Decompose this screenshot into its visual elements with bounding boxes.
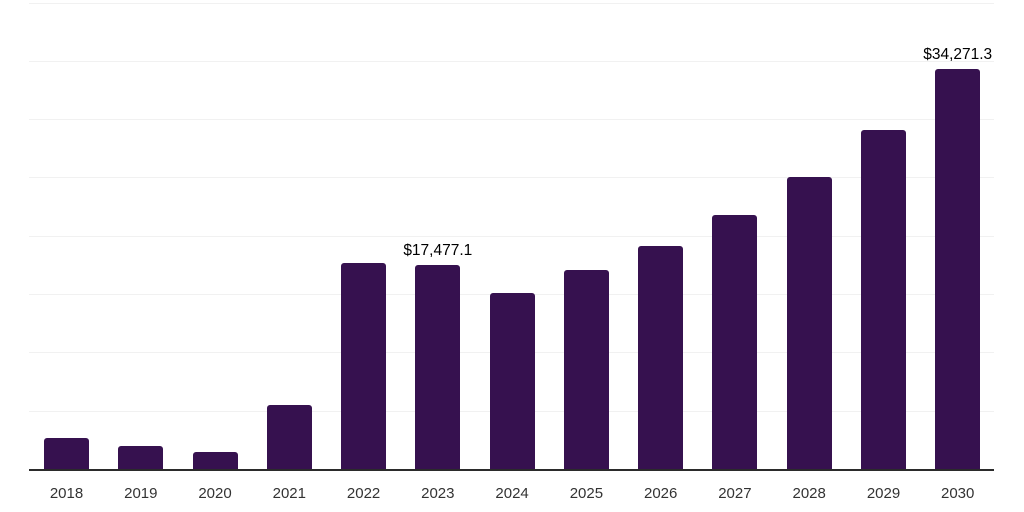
bar-2024 [489, 292, 535, 469]
x-tick-label-2026: 2026 [644, 485, 678, 502]
bar-2025 [563, 270, 609, 469]
bar-2021 [266, 404, 312, 469]
x-tick-label-2030: 2030 [941, 485, 975, 502]
bar-2018 [44, 437, 89, 469]
gridline-35000 [29, 60, 994, 62]
bar-2027 [712, 214, 758, 469]
bar-2023 [415, 265, 461, 469]
x-tick-label-2029: 2029 [866, 485, 901, 502]
value-label-2030: $34,271.3 [923, 46, 993, 64]
gridline-20000 [29, 235, 994, 237]
gridline-30000 [29, 119, 994, 121]
x-tick-label-2018: 2018 [49, 485, 84, 502]
x-tick-label-2020: 2020 [198, 485, 232, 502]
x-tick-label-2024: 2024 [495, 485, 529, 502]
x-tick-label-2027: 2027 [718, 485, 752, 502]
x-axis-line [29, 469, 994, 471]
gridline-40000 [29, 2, 994, 4]
bar-2028 [786, 177, 832, 469]
bar-2030 [935, 69, 981, 469]
value-label-2023: $17,477.1 [403, 242, 473, 260]
x-tick-label-2019: 2019 [124, 485, 158, 502]
x-tick-label-2028: 2028 [792, 485, 826, 502]
x-tick-label-2025: 2025 [569, 485, 604, 502]
x-tick-label-2023: 2023 [421, 485, 455, 502]
bar-2029 [861, 129, 906, 469]
bar-2022 [341, 262, 387, 469]
x-tick-label-2021: 2021 [272, 485, 306, 502]
gridline-25000 [29, 177, 994, 179]
bar-2020 [192, 452, 238, 469]
bar-2026 [638, 246, 684, 469]
bar-2019 [118, 446, 164, 469]
x-tick-label-2022: 2022 [346, 485, 381, 502]
